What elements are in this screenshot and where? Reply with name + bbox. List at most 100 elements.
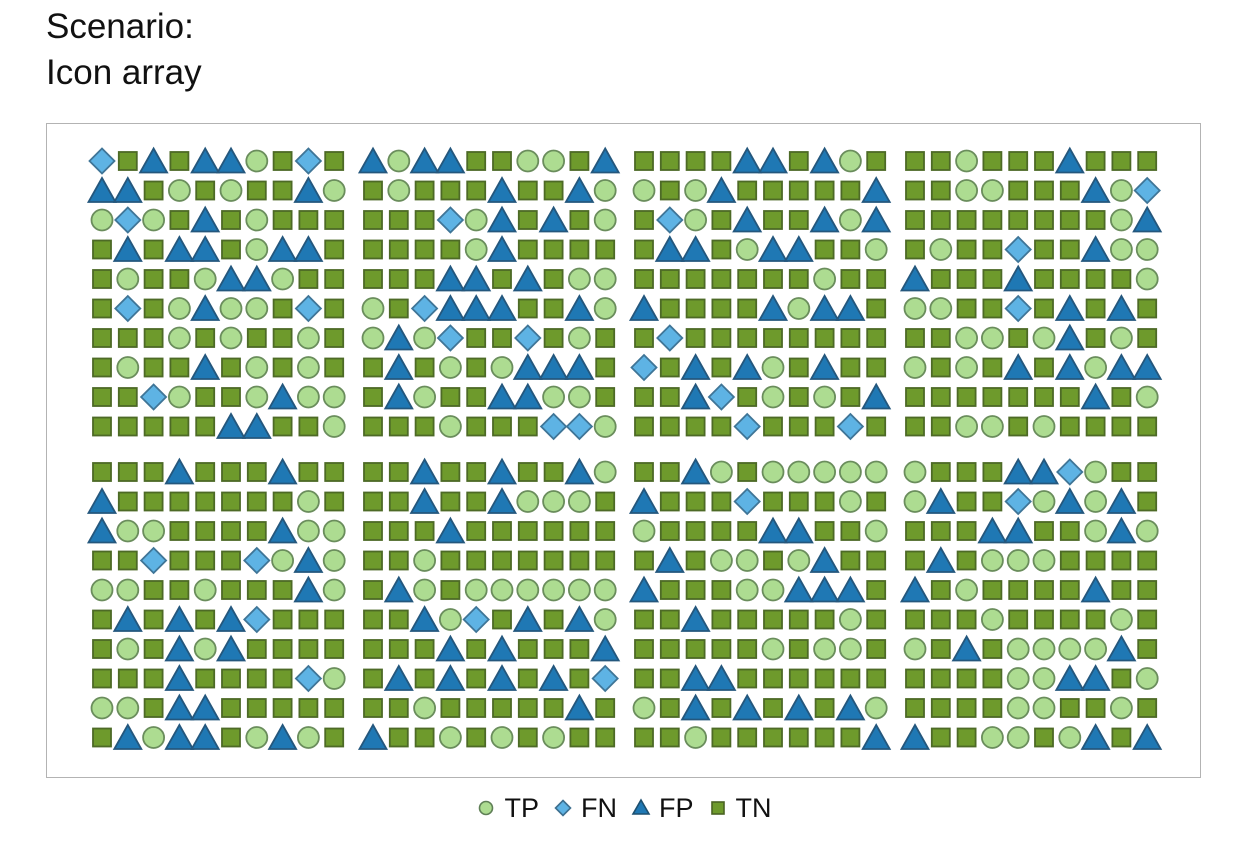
icon-fp (564, 605, 595, 632)
icon-tn (982, 580, 1003, 600)
icon-tn (492, 521, 512, 541)
icon-tn (1008, 416, 1029, 437)
icon-tp (813, 385, 836, 409)
icon-tn (440, 698, 461, 718)
icon-tn (840, 521, 861, 541)
icon-tn (143, 609, 164, 630)
icon-fp (564, 353, 595, 380)
icon-tp (593, 460, 617, 484)
icon-fp (512, 353, 543, 380)
icon-tn (1059, 180, 1080, 201)
icon-fp (925, 546, 956, 573)
icon-tn (388, 416, 409, 437)
icon-tn (543, 298, 564, 319)
icon-tn (466, 151, 487, 171)
icon-tn (840, 357, 861, 378)
icon-tp (981, 415, 1004, 438)
icon-tn (634, 269, 654, 289)
icon-tp (438, 608, 462, 631)
icon-fn (294, 664, 323, 693)
icon-fp (706, 664, 737, 691)
icon-tn (92, 668, 112, 689)
icon-fp (383, 353, 414, 380)
icon-tn (388, 491, 409, 512)
icon-fp (409, 457, 440, 485)
icon-tn (711, 698, 732, 718)
icon-tn (324, 462, 345, 482)
icon-tn (711, 580, 732, 600)
icon-tn (930, 609, 951, 630)
icon-tn (788, 269, 809, 289)
icon-fp (435, 634, 466, 662)
icon-tn (634, 550, 654, 571)
chart-title: Scenario: Icon array (46, 4, 202, 96)
icon-tn (866, 580, 887, 600)
icon-tp (839, 208, 862, 232)
icon-tp (219, 297, 243, 320)
icon-tn (737, 328, 758, 348)
icon-tn (466, 521, 487, 541)
icon-fp (190, 353, 221, 380)
icon-block-1 (86, 146, 346, 439)
icon-tn (363, 491, 383, 512)
icon-fp (383, 323, 414, 351)
icon-tn (659, 180, 680, 201)
icon-tn (246, 639, 267, 659)
icon-tn (569, 210, 590, 230)
icon-tp (296, 326, 320, 350)
icon-tn (246, 698, 267, 718)
icon-tn (1008, 387, 1029, 407)
icon-tp (1006, 726, 1030, 749)
icon-tn (905, 416, 925, 437)
icon-fp (1080, 382, 1111, 410)
icon-tn (221, 727, 241, 748)
icon-fp (112, 605, 143, 632)
icon-tp (322, 549, 346, 572)
icon-tp (981, 326, 1004, 350)
icon-tn (982, 491, 1003, 512)
icon-tn (763, 269, 783, 289)
icon-tn (763, 727, 783, 748)
icon-tn (659, 462, 680, 482)
icon-fp (293, 176, 324, 203)
icon-tp (632, 696, 656, 720)
icon-tn (982, 269, 1003, 289)
icon-tn (195, 416, 216, 437)
icon-tn (363, 462, 383, 482)
icon-tn (1111, 462, 1132, 482)
icon-tp (245, 726, 269, 749)
icon-fp (538, 205, 569, 233)
icon-fp (1106, 516, 1137, 544)
icon-tp (787, 460, 811, 484)
icon-tn (737, 180, 758, 201)
icon-tn (737, 298, 758, 319)
icon-fp (190, 294, 221, 321)
icon-tn (272, 210, 293, 230)
icon-tp (632, 519, 656, 543)
icon-tp (593, 578, 617, 602)
icon-tn (272, 151, 293, 171)
icon-tp (1032, 326, 1056, 350)
icon-fp (241, 264, 272, 292)
icon-fn (656, 206, 684, 234)
icon-tn (324, 328, 345, 348)
icon-tn (569, 521, 590, 541)
icon-fp (783, 516, 814, 544)
icon-tn (685, 580, 706, 600)
icon-tp (361, 297, 385, 320)
icon-tn (982, 668, 1003, 689)
icon-tp (167, 297, 191, 320)
icon-tn (414, 180, 435, 201)
icon-fp (1106, 294, 1137, 321)
icon-tp (90, 696, 114, 720)
tn-square-icon (710, 801, 725, 815)
icon-tn (517, 210, 538, 230)
icon-fp (267, 457, 298, 485)
icon-fn (294, 294, 323, 323)
icon-tn (195, 609, 216, 630)
icon-tn (143, 269, 164, 289)
icon-fp (861, 382, 892, 410)
icon-tp (142, 726, 166, 749)
icon-tp (542, 149, 565, 173)
icon-fp (1080, 235, 1111, 262)
